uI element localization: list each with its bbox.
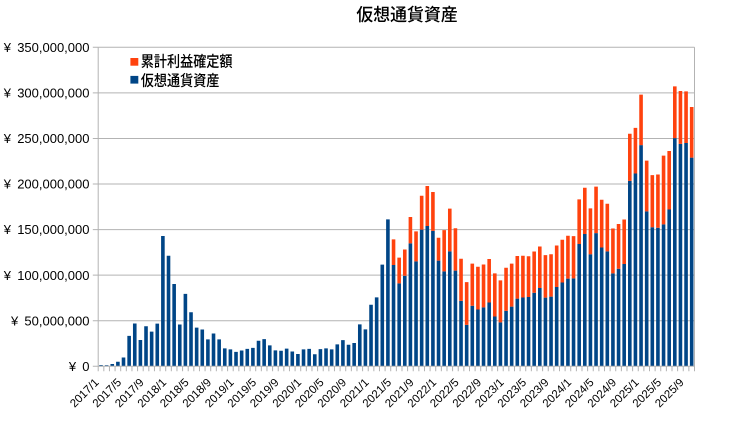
svg-text:¥ 150,000,000: ¥ 150,000,000 bbox=[3, 222, 90, 237]
svg-text:¥ 50,000,000: ¥ 50,000,000 bbox=[10, 313, 90, 328]
svg-text:¥ 100,000,000: ¥ 100,000,000 bbox=[3, 268, 90, 283]
svg-text:¥ 0: ¥ 0 bbox=[68, 359, 90, 374]
svg-text:¥ 250,000,000: ¥ 250,000,000 bbox=[3, 131, 90, 146]
svg-text:¥ 300,000,000: ¥ 300,000,000 bbox=[3, 85, 90, 100]
svg-text:¥ 200,000,000: ¥ 200,000,000 bbox=[3, 177, 90, 192]
svg-text:¥ 350,000,000: ¥ 350,000,000 bbox=[3, 40, 90, 55]
